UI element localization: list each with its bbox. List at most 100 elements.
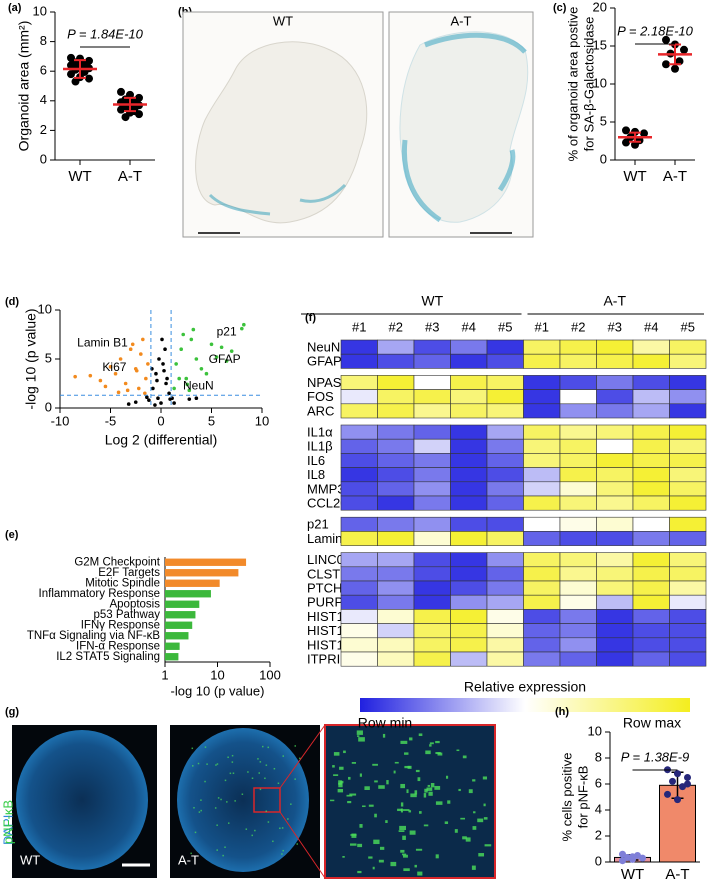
heatmap-cell bbox=[413, 438, 451, 454]
heatmap-cell bbox=[559, 467, 597, 483]
heatmap-cell bbox=[340, 609, 378, 624]
column-label: #2 bbox=[571, 319, 585, 334]
panel-b: (b) WT A-T bbox=[178, 6, 534, 238]
row-label: PURPL bbox=[307, 595, 350, 610]
heatmap-cell bbox=[523, 594, 561, 610]
spot bbox=[400, 740, 408, 744]
point bbox=[172, 401, 176, 405]
point bbox=[136, 386, 141, 391]
point bbox=[174, 362, 178, 366]
spot bbox=[435, 740, 440, 744]
heatmap-cell bbox=[632, 552, 670, 568]
spot bbox=[393, 770, 396, 774]
category-label: TNFα Signaling via NF-κB bbox=[27, 630, 161, 642]
heatmap-cell bbox=[450, 375, 488, 390]
heatmap-cell bbox=[523, 495, 561, 511]
point bbox=[168, 397, 172, 401]
heatmap-cell bbox=[669, 353, 707, 369]
point bbox=[156, 396, 160, 401]
point bbox=[167, 391, 171, 396]
heatmap-cell bbox=[377, 552, 415, 568]
heatmap-cell bbox=[340, 467, 378, 483]
row-label: NeuN bbox=[307, 340, 340, 355]
spot bbox=[251, 834, 253, 837]
y-axis-label: -log 10 (p value) bbox=[23, 308, 39, 409]
point bbox=[631, 140, 639, 149]
point bbox=[662, 60, 670, 69]
spot bbox=[444, 821, 449, 824]
annotation: Ki67 bbox=[102, 360, 126, 374]
y-tick-label: 2 bbox=[40, 122, 47, 137]
annotation: NeuN bbox=[183, 379, 214, 393]
heatmap-cell bbox=[486, 389, 524, 405]
point bbox=[189, 337, 194, 342]
spot bbox=[359, 773, 362, 777]
heatmap-cell bbox=[596, 566, 634, 582]
spot bbox=[372, 866, 375, 870]
spot bbox=[214, 807, 217, 809]
heatmap-cell bbox=[632, 453, 670, 468]
y-tick-label: 0 bbox=[40, 151, 47, 166]
spot bbox=[435, 854, 439, 859]
point bbox=[155, 378, 159, 383]
spot bbox=[198, 811, 201, 813]
heatmap-cell bbox=[596, 481, 634, 497]
annotation: P = 1.84E-10 bbox=[67, 26, 144, 41]
spot bbox=[264, 777, 266, 780]
spot bbox=[437, 752, 443, 756]
heatmap-cell bbox=[340, 623, 378, 639]
spot bbox=[409, 737, 413, 741]
spot bbox=[234, 800, 236, 802]
spot bbox=[403, 868, 410, 872]
spot bbox=[200, 809, 202, 812]
spot bbox=[254, 829, 256, 832]
x-tick-label: 10 bbox=[210, 667, 224, 682]
heatmap-cell bbox=[450, 424, 488, 440]
point bbox=[191, 327, 196, 332]
heatmap-cell bbox=[632, 353, 670, 369]
heatmap-cell bbox=[632, 375, 670, 390]
annotation: Lamin B1 bbox=[77, 335, 128, 349]
heatmap-cell bbox=[413, 339, 451, 355]
heatmap-cell bbox=[559, 623, 597, 639]
image-label: WT bbox=[273, 13, 293, 28]
heatmap-cell bbox=[596, 516, 634, 532]
heatmap-cell bbox=[486, 339, 524, 355]
spot bbox=[227, 756, 229, 759]
heatmap-cell bbox=[559, 375, 597, 390]
heatmap-cell bbox=[450, 552, 488, 568]
heatmap-cell bbox=[523, 467, 561, 483]
point bbox=[125, 388, 130, 393]
column-label: #4 bbox=[462, 319, 476, 334]
heatmap-cell bbox=[523, 389, 561, 405]
point bbox=[669, 777, 676, 785]
heatmap-cell bbox=[486, 552, 524, 568]
heatmap-cell bbox=[596, 389, 634, 405]
spot bbox=[259, 788, 262, 791]
y-tick-label: 0 bbox=[600, 151, 607, 166]
point bbox=[144, 376, 148, 381]
row-label: IL1β bbox=[307, 439, 333, 454]
heatmap-cell bbox=[669, 637, 707, 653]
heatmap-cell bbox=[596, 375, 634, 390]
heatmap-cell bbox=[486, 453, 524, 468]
heatmap-cell bbox=[632, 403, 670, 419]
spot bbox=[423, 793, 427, 798]
heatmap-cell bbox=[486, 651, 524, 667]
spot bbox=[429, 742, 434, 745]
heatmap-cell bbox=[486, 375, 524, 390]
spot bbox=[484, 844, 492, 847]
y-tick-label: 20 bbox=[593, 0, 607, 14]
heatmap-cell bbox=[669, 495, 707, 511]
point bbox=[139, 352, 143, 356]
heatmap-cell bbox=[669, 424, 707, 440]
spot bbox=[281, 853, 283, 855]
point bbox=[674, 770, 681, 778]
heatmap-cell bbox=[486, 438, 524, 454]
spot bbox=[281, 827, 284, 829]
heatmap-cell bbox=[413, 637, 451, 653]
point bbox=[141, 337, 145, 342]
spot bbox=[430, 782, 435, 788]
point bbox=[108, 365, 113, 369]
